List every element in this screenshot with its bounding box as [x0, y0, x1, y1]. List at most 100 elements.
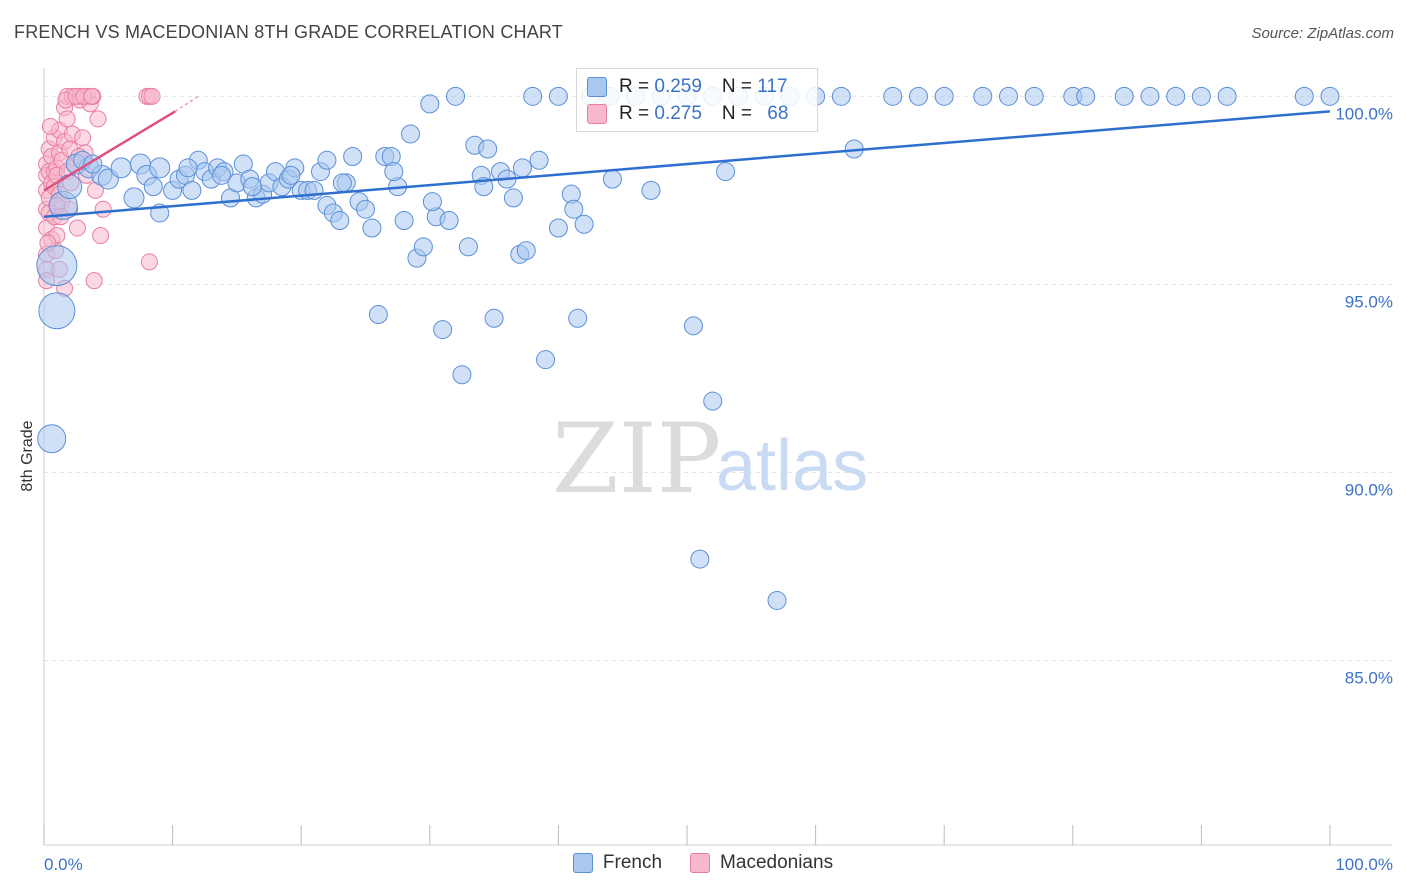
legend-row-french: R = 0.259 N = 117 — [587, 75, 788, 99]
french-point-102 — [1166, 86, 1186, 106]
french-point-9 — [110, 157, 132, 179]
macedonians-point-48 — [89, 110, 107, 128]
x-tick-label-0: 0.0% — [44, 855, 83, 874]
macedonians-point-54 — [85, 272, 103, 290]
watermark-zip: ZIP — [552, 403, 721, 515]
french-point-2 — [37, 424, 67, 454]
french-point-60 — [446, 86, 466, 106]
source-label: Source: ZipAtlas.com — [1251, 25, 1394, 42]
x-tick-labels: 0.0% 100.0% — [44, 855, 1393, 874]
french-point-117 — [281, 165, 301, 185]
legend-r-label: R = — [619, 103, 655, 124]
french-point-76 — [548, 86, 568, 106]
legend-item-macedonians[interactable]: Macedonians — [690, 852, 833, 874]
french-point-120 — [422, 192, 442, 212]
stats-legend: R = 0.259 N = 117 R = 0.275 N = 68 — [576, 68, 818, 132]
legend-n-value-french: 117 — [757, 76, 788, 97]
y-tick-label-3: 85.0% — [1345, 669, 1393, 688]
french-point-126 — [716, 162, 736, 182]
french-point-101 — [1140, 86, 1160, 106]
french-point-46 — [356, 199, 375, 219]
french-point-44 — [343, 147, 363, 167]
french-point-18 — [182, 180, 202, 200]
french-point-65 — [478, 139, 498, 159]
macedonians-trend-extension — [174, 95, 199, 113]
french-point-37 — [304, 180, 324, 200]
french-point-94 — [934, 86, 954, 106]
watermark-atlas: atlas — [716, 426, 868, 506]
french-point-13 — [149, 157, 171, 179]
trend-lines — [43, 95, 1331, 218]
french-point-58 — [433, 320, 453, 340]
french-point-103 — [1191, 86, 1211, 106]
french-point-96 — [999, 86, 1018, 106]
legend-n-label: N = — [721, 103, 758, 124]
french-point-108 — [690, 549, 710, 569]
french-point-110 — [767, 590, 787, 610]
macedonians-point-42 — [74, 129, 92, 147]
french-point-114 — [178, 158, 198, 178]
french-point-75 — [548, 218, 568, 238]
french-point-73 — [529, 150, 549, 170]
legend-n-value-macedonians: 68 — [767, 103, 789, 124]
french-point-0 — [36, 245, 78, 287]
french-point-78 — [568, 308, 588, 328]
french-point-116 — [242, 177, 262, 197]
french-point-74 — [536, 350, 556, 370]
legend-swatch-french — [572, 853, 593, 873]
legend-swatch-french — [587, 77, 607, 97]
legend-r-label: R = — [619, 76, 655, 97]
french-point-99 — [1076, 86, 1096, 106]
x-tick-label-1: 100.0% — [1335, 855, 1393, 874]
french-point-118 — [332, 173, 352, 193]
french-point-93 — [908, 86, 928, 106]
macedonians-point-32 — [58, 110, 76, 128]
macedonians-point-58 — [41, 117, 59, 135]
french-point-95 — [973, 86, 993, 106]
french-point-100 — [1114, 86, 1134, 106]
french-point-10 — [123, 187, 145, 209]
french-point-79 — [574, 214, 594, 234]
french-point-125 — [641, 180, 661, 200]
legend-n-label: N = — [721, 76, 758, 97]
macedonians-point-55 — [140, 253, 158, 271]
french-point-109 — [703, 391, 723, 411]
french-point-55 — [413, 237, 433, 257]
french-point-72 — [523, 86, 543, 106]
french-point-47 — [362, 218, 382, 238]
french-point-1 — [38, 292, 76, 330]
legend-r-value-macedonians: 0.275 — [654, 103, 702, 124]
chart-title: FRENCH VS MACEDONIAN 8TH GRADE CORRELATI… — [14, 22, 563, 42]
legend-swatch-macedonians — [587, 104, 607, 124]
axes — [43, 68, 1392, 846]
french-point-113 — [143, 177, 163, 197]
french-point-106 — [1320, 86, 1340, 106]
legend-label-french: French — [602, 852, 663, 873]
macedonians-point-67 — [83, 87, 101, 105]
legend-item-french[interactable]: French — [572, 852, 663, 874]
french-point-52 — [394, 210, 414, 230]
french-point-62 — [458, 237, 478, 257]
macedonians-point-39 — [68, 219, 86, 237]
french-point-66 — [484, 308, 504, 328]
y-tick-label-2: 90.0% — [1345, 481, 1393, 500]
french-point-123 — [564, 199, 584, 219]
french-point-48 — [368, 305, 388, 325]
french-point-104 — [1217, 86, 1237, 106]
french-point-124 — [602, 169, 622, 189]
watermark: ZIP atlas — [552, 403, 868, 515]
macedonians-point-53 — [143, 87, 161, 105]
french-point-56 — [420, 94, 440, 114]
french-point-59 — [439, 210, 459, 230]
series-legend: French Macedonians — [0, 852, 1406, 874]
french-point-53 — [401, 124, 421, 144]
french-point-90 — [831, 86, 851, 106]
french-point-107 — [683, 316, 703, 336]
french-point-92 — [883, 86, 903, 106]
y-tick-labels: 100.0% 95.0% 90.0% 85.0% — [1335, 104, 1393, 687]
french-point-115 — [211, 165, 231, 185]
legend-row-macedonians: R = 0.275 N = 68 — [587, 102, 788, 126]
french-point-61 — [452, 365, 472, 385]
french-point-4 — [57, 174, 83, 200]
